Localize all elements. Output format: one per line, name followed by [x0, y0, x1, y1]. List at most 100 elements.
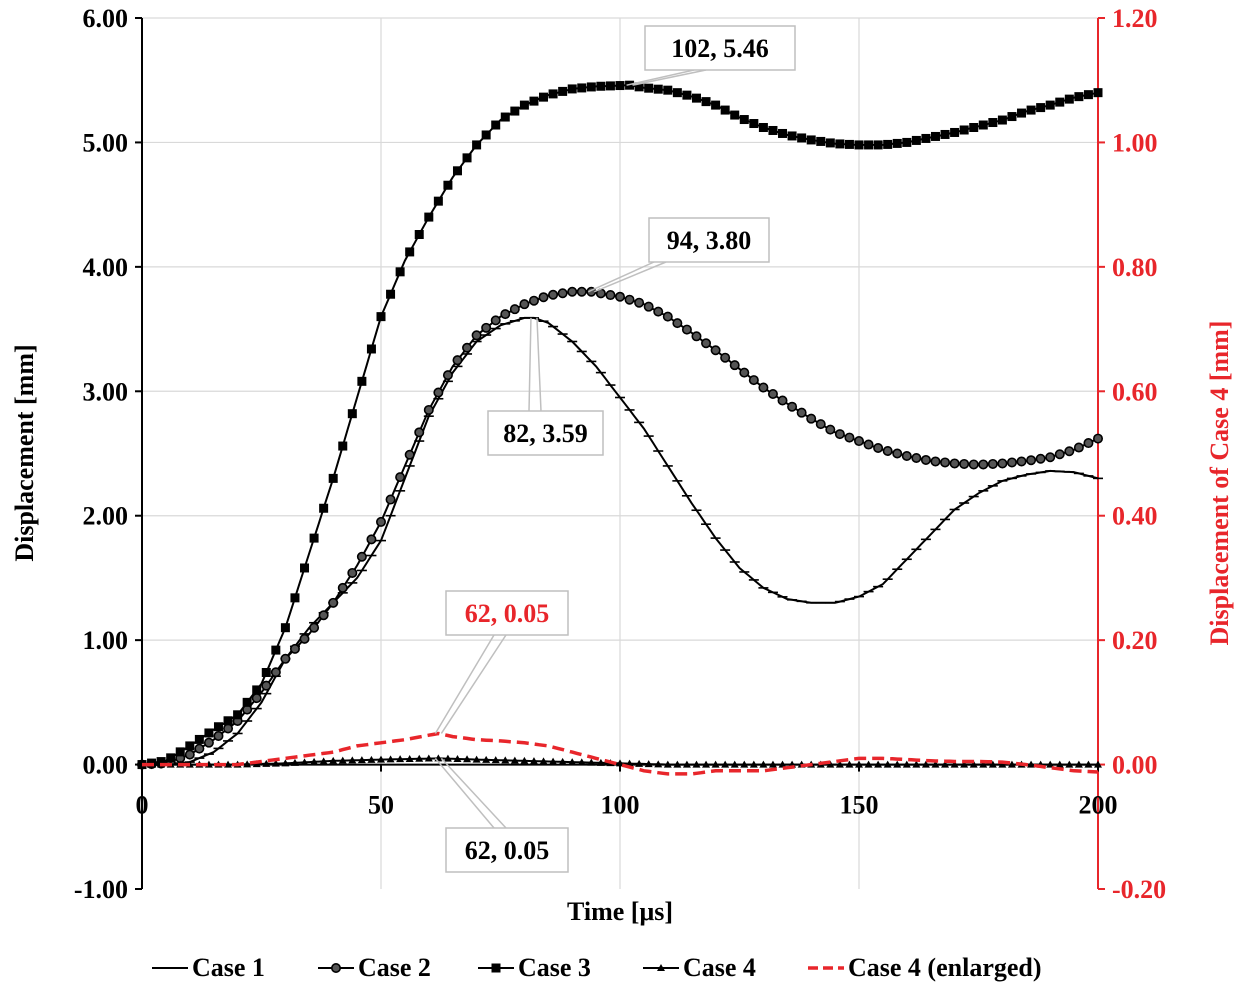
point-marker [721, 760, 730, 768]
point-marker [338, 441, 348, 451]
point-marker [319, 757, 328, 765]
legend-item: Case 2 [318, 953, 431, 982]
point-marker [997, 115, 1007, 125]
point-marker [557, 288, 568, 299]
point-marker [701, 338, 712, 349]
point-marker [893, 760, 902, 768]
point-marker [528, 295, 539, 306]
point-marker [931, 760, 940, 768]
point-marker [950, 760, 959, 768]
point-marker [463, 755, 472, 763]
point-marker [1027, 760, 1036, 768]
point-marker [1007, 760, 1016, 768]
point-marker [969, 122, 979, 132]
legend-item: Case 4 [643, 953, 756, 982]
point-marker [653, 84, 663, 94]
point-marker [614, 291, 625, 302]
point-marker [529, 96, 539, 106]
point-marker [920, 454, 931, 465]
point-marker [330, 962, 341, 973]
point-marker [548, 289, 559, 300]
legend-label: Case 4 [683, 953, 756, 982]
point-marker [672, 88, 682, 98]
point-marker [462, 342, 473, 353]
annotation-leader [588, 261, 667, 293]
point-marker [739, 367, 750, 378]
point-marker [930, 131, 940, 141]
point-marker [657, 964, 665, 971]
point-marker [739, 115, 749, 125]
annotation-box [487, 410, 604, 456]
x-tick-label: 200 [1079, 791, 1118, 820]
point-marker [682, 760, 691, 768]
point-marker [309, 622, 320, 633]
point-marker [310, 757, 319, 765]
point-marker [596, 81, 606, 91]
y-tick-label: 6.00 [83, 4, 129, 33]
point-marker [615, 81, 625, 91]
point-marker [414, 230, 424, 240]
point-marker [261, 667, 271, 677]
point-marker [816, 136, 826, 146]
point-marker [300, 563, 310, 573]
y-tick-label: 5.00 [83, 128, 129, 157]
point-marker [959, 125, 969, 135]
point-marker [587, 758, 596, 766]
point-marker [520, 756, 529, 764]
point-marker [510, 106, 520, 116]
point-marker [941, 760, 950, 768]
point-marker [758, 382, 769, 393]
point-marker [691, 93, 701, 103]
point-marker [404, 449, 415, 460]
point-marker [1026, 105, 1036, 115]
annotations: 102, 5.46 94, 3.80 82, 3.59 62, 0.05 62, 0.0… [434, 25, 796, 873]
point-marker [882, 446, 893, 457]
y2-axis-title: Displacement of Case 4 [mm] [1205, 321, 1234, 646]
point-marker [462, 153, 472, 163]
point-marker [854, 140, 864, 150]
point-marker [356, 551, 367, 562]
annotation-leader [434, 634, 507, 734]
point-marker [443, 180, 453, 190]
point-marker [1064, 446, 1075, 457]
legend: Case 1 Case 2 Case 3 Case 4 Case 4 (enlarged… [152, 953, 1042, 982]
point-marker [366, 344, 376, 354]
point-marker [1083, 90, 1093, 100]
point-marker [213, 730, 224, 741]
point-marker [290, 593, 300, 603]
point-marker [280, 653, 291, 664]
point-marker [539, 92, 549, 102]
annotation-box [644, 25, 796, 71]
point-marker [720, 352, 731, 363]
point-marker [500, 112, 510, 122]
point-marker [634, 297, 645, 308]
y-tick-label: -1.00 [74, 875, 128, 904]
y-axis-title: Displacement [mm] [10, 344, 39, 561]
point-marker [1035, 453, 1046, 464]
point-marker [223, 716, 233, 726]
point-marker [377, 755, 385, 763]
point-marker [405, 247, 415, 257]
data-annotation: 62, 0.05 [434, 590, 569, 734]
point-marker [806, 135, 816, 145]
point-marker [730, 110, 740, 120]
point-marker [281, 759, 290, 767]
y2-tick-label: 0.20 [1112, 626, 1158, 655]
annotation-box [445, 827, 569, 873]
y2-tick-label: -0.20 [1112, 875, 1166, 904]
point-marker [729, 360, 740, 371]
point-marker [988, 760, 997, 768]
point-marker [442, 370, 453, 381]
point-marker [845, 760, 854, 768]
point-marker [558, 86, 568, 96]
point-marker [730, 760, 739, 768]
point-marker [634, 82, 644, 92]
point-marker [261, 680, 272, 691]
point-marker [443, 754, 452, 762]
point-marker [395, 472, 406, 483]
annotation-leader [528, 317, 542, 412]
legend-item: Case 1 [152, 953, 265, 982]
point-marker [969, 760, 978, 768]
point-marker [654, 760, 663, 768]
